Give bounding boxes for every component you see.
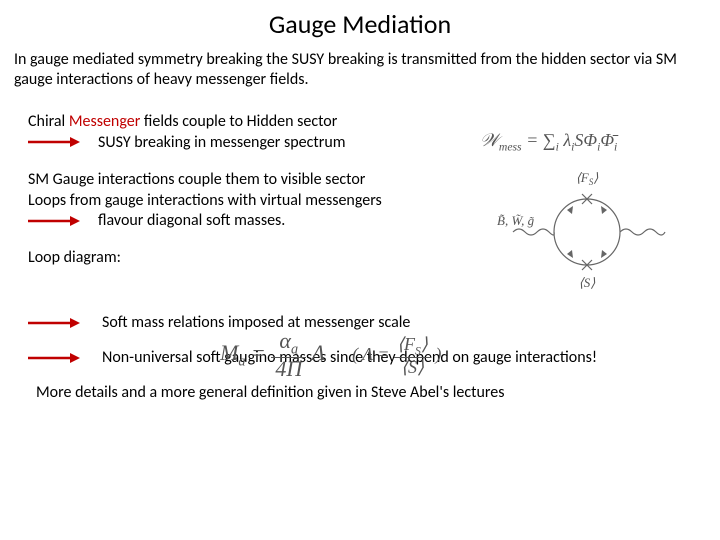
intro-text: In gauge mediated symmetry breaking the … (14, 50, 706, 90)
arrow-icon (28, 215, 80, 227)
diagram-left-label: B̃, W̃, g̃ (497, 213, 535, 228)
wmess-phibarsub: i (614, 141, 617, 154)
formula-wmess: 𝒲mess = ∑i λiSΦiΦ̄i (480, 130, 690, 154)
ma-alpha: α (279, 328, 291, 353)
diagram-bottom-label: ⟨S⟩ (579, 275, 596, 290)
ma-popen: ( Λ = (352, 344, 394, 364)
wmess-phibar: Φ̄ (600, 130, 614, 150)
ma-m: M (220, 340, 238, 365)
wmess-w: 𝒲 (480, 130, 499, 150)
footer-text: More details and a more general definiti… (14, 383, 706, 402)
block1-pre: Chiral (28, 112, 69, 131)
wmess-lam: λ (559, 130, 571, 150)
ma-sexp: ⟨S⟩ (394, 358, 431, 376)
block1-post: fields couple to Hidden sector (140, 112, 337, 131)
wmess-sub: mess (499, 141, 522, 154)
page-title: Gauge Mediation (14, 8, 706, 40)
ma-pclose: ) (435, 344, 441, 364)
loop-label: Loop diagram: (28, 248, 121, 267)
ma-fs: ⟨F (397, 334, 415, 354)
messenger-link[interactable]: Messenger (69, 112, 140, 131)
ma-fsclose: ⟩ (421, 334, 428, 354)
block1-arrow-text: SUSY breaking in messenger spectrum (98, 133, 346, 152)
ma-alphasub: a (291, 341, 298, 357)
block2-arrow-text: flavour diagonal soft masses. (98, 211, 285, 230)
arrow-icon (28, 317, 80, 329)
arrow-icon (28, 352, 80, 364)
formula-ma: Ma = αa 4Π Λ ( Λ = ⟨FS⟩ ⟨S⟩ ) (220, 330, 640, 380)
loop-diagram: ⟨FS⟩ ⟨S⟩ B̃, W̃, g̃ (495, 170, 680, 295)
diagram-top-label: ⟨FS⟩ (576, 170, 599, 187)
ma-lambda: Λ (312, 340, 325, 365)
wmess-eq: = ∑ (522, 130, 556, 150)
wmess-sphi: SΦ (574, 130, 597, 150)
ma-eq: = (245, 340, 271, 365)
arrow-icon (28, 136, 80, 148)
